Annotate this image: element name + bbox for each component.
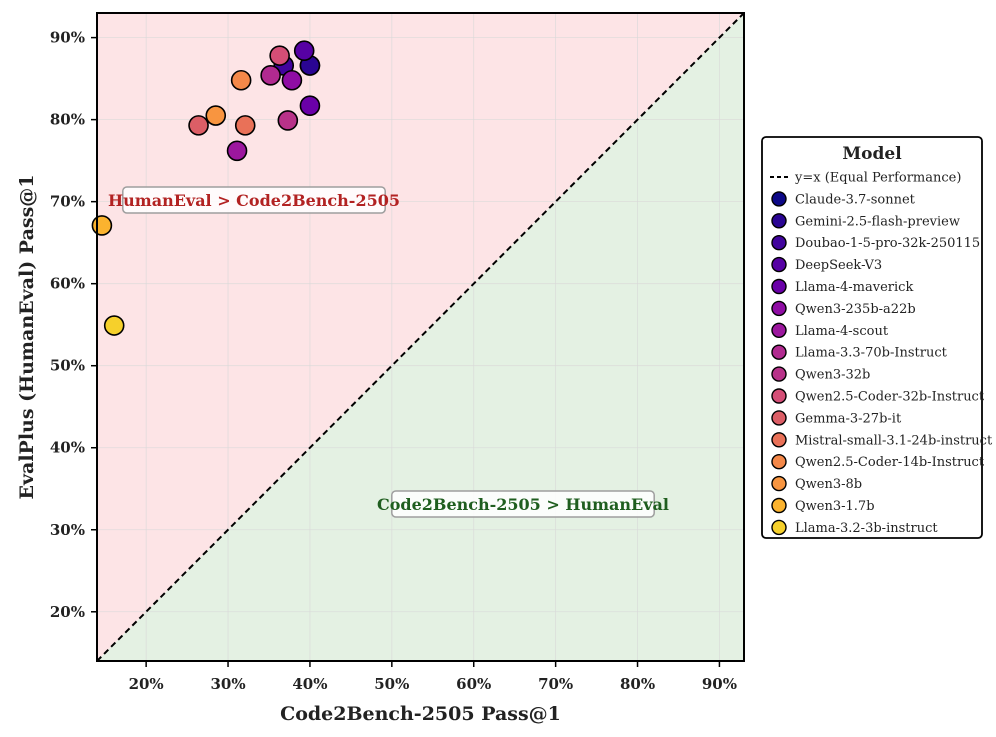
lower-region-label-box [391,490,655,518]
y-axis-ticks: 20% 30% 40% 50% 60% 70% 80% 90% [50,29,97,621]
plot-frame [96,12,745,662]
legend-label: Llama-4-maverick [795,280,913,295]
legend-label: Llama-4-scout [795,324,889,339]
x-tick-label: 80% [620,675,655,693]
legend-marker [771,410,787,426]
x-axis-ticks: 20% 30% 40% 50% 60% 70% 80% 90% [129,661,737,693]
legend-marker [771,388,787,404]
legend-label: Gemma-3-27b-it [795,411,902,426]
data-point [281,69,303,91]
y-tick-label: 90% [50,29,85,47]
legend-box [761,136,983,539]
legend-label: Doubao-1-5-pro-32k-250115 [795,236,980,251]
legend: Model y=x (Equal Performance) Claude-3.7-s… [761,136,993,539]
y-tick-label: 70% [50,193,85,211]
legend-marker [771,344,787,360]
plot-border [96,12,745,662]
legend-marker [771,497,787,514]
legend-marker [771,475,787,492]
legend-marker [771,366,787,382]
legend-label: Qwen3-32b [795,368,870,383]
legend-label: Qwen3-235b-a22b [795,302,916,317]
legend-label: DeepSeek-V3 [795,258,882,273]
upper-region-label: HumanEval > Code2Bench-2505 [108,191,400,210]
legend-label: Qwen3-8b [795,477,862,492]
x-tick-label: 60% [456,675,491,693]
y-tick-label: 40% [50,439,85,457]
region-labels: HumanEval > Code2Bench-2505 Code2Bench-25… [108,186,669,518]
legend-diagonal-label: y=x (Equal Performance) [794,171,961,186]
data-point [226,140,248,162]
y-tick-label: 80% [50,111,85,129]
data-point [103,315,125,336]
x-tick-label: 90% [702,675,737,693]
upper-region-label-box [122,186,386,214]
data-point [188,115,209,136]
legend-marker [771,213,787,229]
data-point [234,115,256,136]
data-point [269,45,290,66]
x-axis-label: Code2Bench-2505 Pass@1 [280,703,561,725]
y-tick-label: 20% [50,603,85,621]
legend-marker [771,300,787,317]
legend-label: Qwen3-1.7b [795,499,875,514]
data-point [230,69,252,91]
legend-marker [771,322,787,338]
x-tick-label: 20% [129,675,164,693]
data-point [299,95,321,116]
legend-marker [771,432,787,448]
diagonal-dashed-line [96,12,745,662]
x-tick-label: 70% [538,675,573,693]
y-axis-label: EvalPlus (HumanEval) Pass@1 [16,174,38,499]
legend-label: Llama-3.3-70b-Instruct [795,346,948,361]
legend-label: Mistral-small-3.1-24b-instruct [795,433,993,448]
legend-marker [771,256,787,273]
y-tick-label: 50% [50,357,85,375]
data-point [260,65,281,86]
legend-marker [771,234,787,251]
data-point [91,215,113,236]
legend-label: Gemini-2.5-flash-preview [795,214,960,229]
legend-marker [771,191,787,207]
data-point [205,105,227,126]
legend-marker [771,519,787,536]
legend-label: Qwen2.5-Coder-14b-Instruct [795,455,985,470]
lower-region-label: Code2Bench-2505 > HumanEval [377,495,669,514]
legend-label: Llama-3.2-3b-instruct [795,521,938,536]
legend-marker [771,278,787,295]
legend-label: Claude-3.7-sonnet [795,192,916,207]
x-tick-label: 40% [292,675,327,693]
legend-marker [771,454,787,470]
data-points [91,40,321,336]
y-tick-label: 60% [50,275,85,293]
data-point [277,110,299,131]
legend-label: Qwen2.5-Coder-32b-Instruct [795,390,985,405]
data-point [293,40,315,62]
legend-title: Model [842,144,902,164]
diagonal-line [96,12,745,662]
x-tick-label: 50% [374,675,409,693]
y-tick-label: 30% [50,521,85,539]
x-tick-label: 30% [210,675,245,693]
